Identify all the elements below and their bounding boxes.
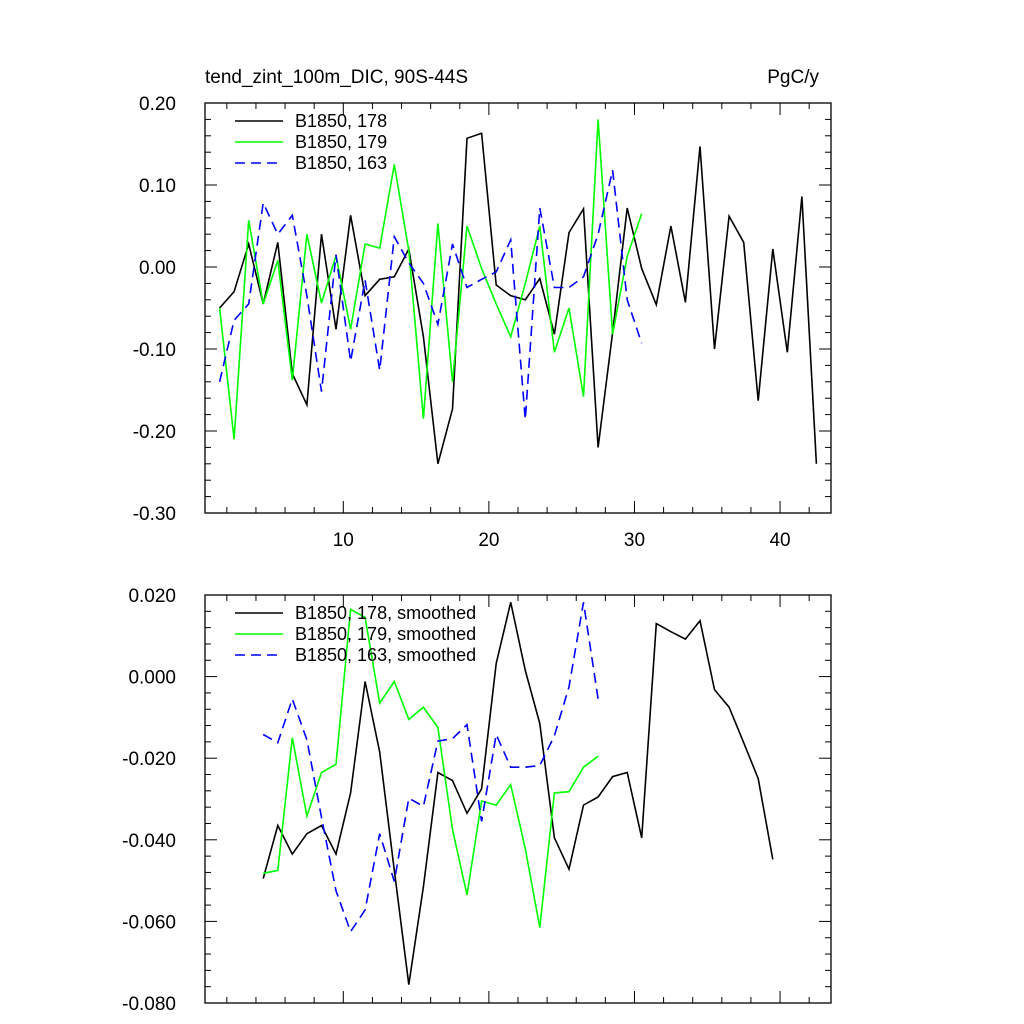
chart-title: tend_zint_100m_DIC, 90S-44S [205,67,468,88]
y-tick-label: -0.040 [122,831,176,852]
series-line-3 [262,602,599,934]
legend-label: B1850, 163, smoothed [295,645,476,665]
y-tick-label: 0.20 [139,94,176,115]
y-tick-label: 0.00 [139,258,176,279]
y-tick-label: 0.020 [128,586,176,607]
legend-label: B1850, 178 [295,111,387,131]
x-tick-label: 10 [333,530,354,551]
legend-label: B1850, 178, smoothed [295,603,476,623]
series-line-1 [219,132,818,465]
y-tick-label: -0.20 [133,422,176,443]
y-tick-label: 0.000 [128,668,176,689]
y-tick-label: -0.020 [122,749,176,770]
legend-label: B1850, 163 [295,153,387,173]
panel-bottom: 0.020 0.000 -0.020 -0.040 -0.060 -0.080 B1850,… [122,586,832,1015]
y-tick-label: -0.080 [122,994,176,1015]
y-tick-label: -0.10 [133,340,176,361]
legend-label: B1850, 179 [295,132,387,152]
x-tick-label: 40 [769,530,790,551]
series-line-2 [263,608,599,928]
x-tick-label: 20 [478,530,499,551]
panel-top: 10 20 30 40 0.20 0.10 0.00 -0.10 -0.20 -0.30 B1850… [133,94,832,551]
units-label: PgC/y [767,67,819,88]
x-tick-label: 30 [624,530,645,551]
y-tick-label: -0.30 [133,504,176,525]
series-line-1 [262,602,774,985]
series-line-2 [218,119,643,440]
y-tick-label: 0.10 [139,176,176,197]
legend-label: B1850, 179, smoothed [295,624,476,644]
series-line-3 [218,170,643,420]
y-tick-label: -0.060 [122,912,176,933]
